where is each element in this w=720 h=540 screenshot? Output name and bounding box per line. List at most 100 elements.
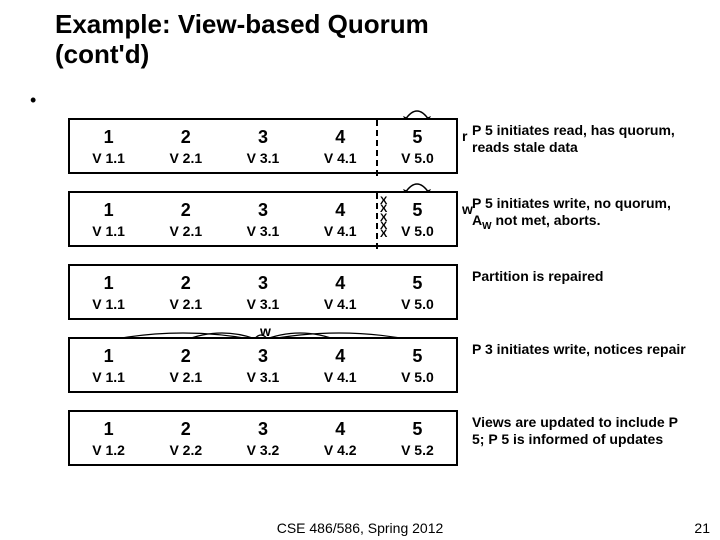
node-cell: 2 V 2.1 xyxy=(147,266,224,318)
node-cell: 4 V 4.1 xyxy=(302,193,379,245)
row-annotation: P 3 initiates write, notices repair xyxy=(458,337,688,358)
node-cell: 5 V 5.0 xyxy=(379,193,456,245)
node-cell: 1 V 1.1 xyxy=(70,339,147,391)
x-stack-icon: XXXXX xyxy=(380,197,387,238)
node-number: 3 xyxy=(258,346,268,367)
node-cell: 5 V 5.0 xyxy=(379,266,456,318)
node-number: 1 xyxy=(104,346,114,367)
node-number: 3 xyxy=(258,419,268,440)
node-version: V 4.1 xyxy=(324,150,357,166)
node-version: V 2.1 xyxy=(169,296,202,312)
node-number: 4 xyxy=(335,419,345,440)
node-version: V 4.1 xyxy=(324,369,357,385)
node-version: V 1.2 xyxy=(92,442,125,458)
node-cell: 3 V 3.1 xyxy=(224,339,301,391)
write-mark: w xyxy=(462,201,473,217)
node-number: 1 xyxy=(104,200,114,221)
node-number: 4 xyxy=(335,200,345,221)
node-number: 4 xyxy=(335,346,345,367)
node-table: 1V 1.12V 2.13V 3.14V 4.15V 5.0w xyxy=(68,337,458,393)
node-version: V 2.1 xyxy=(169,150,202,166)
node-version: V 5.0 xyxy=(401,223,434,239)
node-cell: 3 V 3.1 xyxy=(224,120,301,172)
node-cell: 5 V 5.0 xyxy=(379,339,456,391)
title-area: Example: View-based Quorum (cont'd) xyxy=(0,0,720,70)
node-number: 5 xyxy=(412,200,422,221)
page-number: 21 xyxy=(694,520,710,536)
partition-line xyxy=(376,193,378,249)
quorum-row: 1 V 1.1 2 V 2.1 3 V 3.1 4 V 4.1 5 V 5.0 rP 5 initi… xyxy=(68,118,688,182)
node-number: 2 xyxy=(181,273,191,294)
node-version: V 4.1 xyxy=(324,223,357,239)
quorum-row: 1V 1.12V 2.13V 3.14V 4.15V 5.0wP 3 initi… xyxy=(68,337,688,401)
node-version: V 2.1 xyxy=(169,369,202,385)
footer-text: CSE 486/586, Spring 2012 xyxy=(0,520,720,536)
row-annotation: P 5 initiates read, has quorum, reads st… xyxy=(458,118,688,156)
node-number: 2 xyxy=(181,419,191,440)
node-version: V 3.1 xyxy=(247,369,280,385)
node-version: V 3.1 xyxy=(247,150,280,166)
node-cell: 2 V 2.1 xyxy=(147,339,224,391)
node-number: 2 xyxy=(181,127,191,148)
node-version: V 5.2 xyxy=(401,442,434,458)
node-number: 1 xyxy=(104,127,114,148)
row-annotation: P 5 initiates write, no quorum, AW not m… xyxy=(458,191,688,233)
node-cell: 2 V 2.1 xyxy=(147,120,224,172)
node-cell: 5 V 5.0 xyxy=(379,120,456,172)
node-version: V 2.1 xyxy=(169,223,202,239)
node-cell: 2 V 2.1 xyxy=(147,193,224,245)
node-cell: 1 V 1.1 xyxy=(70,266,147,318)
row-annotation: Views are updated to include P 5; P 5 is… xyxy=(458,410,688,448)
node-version: V 3.1 xyxy=(247,296,280,312)
node-cell: 2 V 2.2 xyxy=(147,412,224,464)
node-cell: 3 V 3.2 xyxy=(224,412,301,464)
node-version: V 1.1 xyxy=(92,150,125,166)
quorum-row: 1 V 1.1 2 V 2.1 3 V 3.1 4 V 4.1 5 V 5.0 Partition … xyxy=(68,264,688,328)
node-cell: 1 V 1.1 xyxy=(70,120,147,172)
node-table: 1V 1.12V 2.13V 3.14V 4.15V 5.0r xyxy=(68,118,458,174)
node-number: 3 xyxy=(258,127,268,148)
node-table: 1V 1.12V 2.13V 3.14V 4.15V 5.0XXXXXw xyxy=(68,191,458,247)
node-version: V 5.0 xyxy=(401,369,434,385)
slide-title-line2: (cont'd) xyxy=(55,40,720,70)
read-mark: r xyxy=(462,128,467,144)
node-cell: 3 V 3.1 xyxy=(224,266,301,318)
node-number: 5 xyxy=(412,127,422,148)
node-table: 1 V 1.2 2 V 2.2 3 V 3.2 4 V 4.2 5 V 5.2 xyxy=(68,410,458,466)
row-annotation: Partition is repaired xyxy=(458,264,688,285)
node-number: 3 xyxy=(258,200,268,221)
node-number: 1 xyxy=(104,273,114,294)
node-number: 4 xyxy=(335,127,345,148)
node-number: 1 xyxy=(104,419,114,440)
node-cell: 4 V 4.1 xyxy=(302,120,379,172)
node-cell: 1 V 1.2 xyxy=(70,412,147,464)
node-number: 3 xyxy=(258,273,268,294)
node-version: V 1.1 xyxy=(92,223,125,239)
node-number: 5 xyxy=(412,273,422,294)
node-version: V 1.1 xyxy=(92,296,125,312)
node-version: V 4.1 xyxy=(324,296,357,312)
node-cell: 1 V 1.1 xyxy=(70,193,147,245)
node-cell: 5 V 5.2 xyxy=(379,412,456,464)
node-version: V 5.0 xyxy=(401,296,434,312)
node-cell: 3 V 3.1 xyxy=(224,193,301,245)
partition-line xyxy=(376,120,378,176)
node-version: V 2.2 xyxy=(169,442,202,458)
quorum-row: 1 V 1.1 2 V 2.1 3 V 3.1 4 V 4.1 5 V 5.0 XXXXX wP 5 … xyxy=(68,191,688,255)
node-cell: 4 V 4.1 xyxy=(302,339,379,391)
node-number: 4 xyxy=(335,273,345,294)
node-number: 2 xyxy=(181,200,191,221)
node-version: V 3.2 xyxy=(247,442,280,458)
node-number: 2 xyxy=(181,346,191,367)
node-version: V 1.1 xyxy=(92,369,125,385)
quorum-row: 1 V 1.2 2 V 2.2 3 V 3.2 4 V 4.2 5 V 5.2 Views are … xyxy=(68,410,688,474)
node-version: V 5.0 xyxy=(401,150,434,166)
node-number: 5 xyxy=(412,419,422,440)
slide-title-line1: Example: View-based Quorum xyxy=(55,10,720,40)
bullet-dot: • xyxy=(30,90,36,111)
node-cell: 4 V 4.1 xyxy=(302,266,379,318)
node-version: V 3.1 xyxy=(247,223,280,239)
node-version: V 4.2 xyxy=(324,442,357,458)
rows-container: 1V 1.12V 2.13V 3.14V 4.15V 5.0rP 5 initi… xyxy=(68,118,688,483)
node-number: 5 xyxy=(412,346,422,367)
